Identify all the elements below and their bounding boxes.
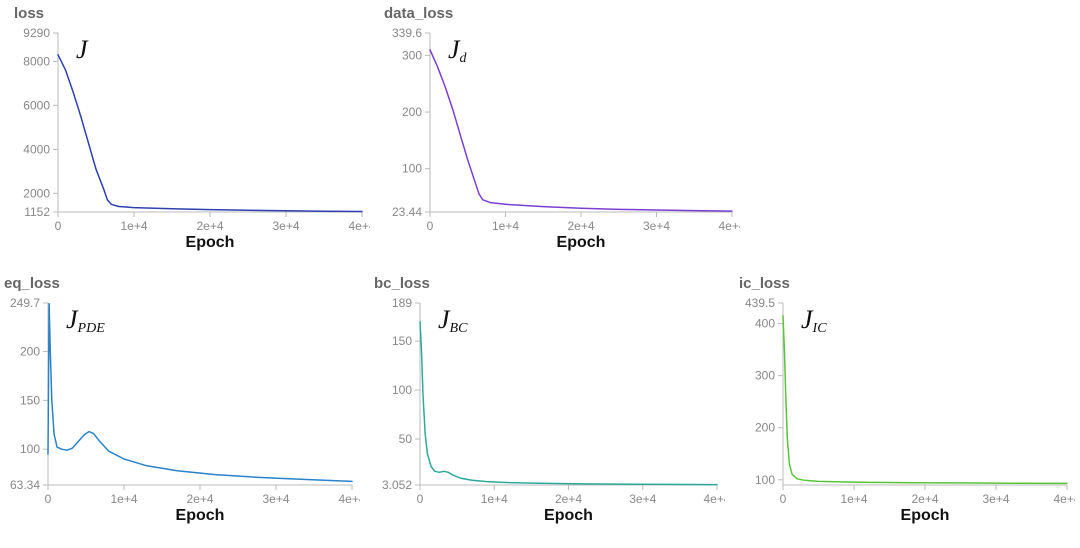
y-tick-label: 100 xyxy=(392,383,412,397)
y-tick-label: 150 xyxy=(392,334,412,348)
x-axis-label: Epoch xyxy=(58,234,362,252)
chart-svg: 100 200 300 400 439.5 0 1e+4 2e+4 3e+4 4e+4 xyxy=(735,275,1075,535)
chart-title: eq_loss xyxy=(4,275,60,292)
data-line xyxy=(58,55,362,212)
x-axis-label: Epoch xyxy=(420,507,717,525)
x-tick-label: 2e+4 xyxy=(567,219,594,233)
x-tick-label: 4e+4 xyxy=(703,492,725,506)
x-tick-label: 3e+4 xyxy=(643,219,670,233)
chart-svg: 3.052 50 100 150 189 0 1e+4 2e+4 3e+4 4e+4 xyxy=(370,275,725,535)
y-tick-label: 200 xyxy=(755,421,775,435)
chart-annotation: Jd xyxy=(448,35,467,67)
chart-annotation: JPDE xyxy=(66,305,105,337)
x-tick-label: 2e+4 xyxy=(196,219,223,233)
x-tick-label: 3e+4 xyxy=(272,219,299,233)
x-tick-label: 4e+4 xyxy=(718,219,740,233)
y-tick-label: 150 xyxy=(20,393,40,407)
chart-title: bc_loss xyxy=(374,275,430,292)
chart-ic_loss: ic_loss 100 200 300 400 439.5 0 1e+4 2e+4 3e+4 4e+… xyxy=(735,275,1075,535)
x-tick-label: 3e+4 xyxy=(629,492,656,506)
data-line xyxy=(420,322,717,485)
annotation-main: J xyxy=(66,305,78,334)
x-tick-label: 4e+4 xyxy=(1053,492,1075,506)
x-tick-label: 2e+4 xyxy=(186,492,213,506)
y-tick-label: 3.052 xyxy=(382,478,412,492)
y-tick-label: 4000 xyxy=(23,142,50,156)
annotation-sub: d xyxy=(460,51,467,66)
annotation-sub: IC xyxy=(813,321,827,336)
x-tick-label: 3e+4 xyxy=(262,492,289,506)
chart-eq_loss: eq_loss 63.34 100 150 200 249.7 0 1e+4 2e+4 3e+4 4… xyxy=(0,275,360,535)
x-tick-label: 1e+4 xyxy=(481,492,508,506)
y-tick-label: 8000 xyxy=(23,54,50,68)
y-tick-label: 200 xyxy=(20,345,40,359)
x-tick-label: 2e+4 xyxy=(911,492,938,506)
y-tick-label: 9290 xyxy=(23,26,50,40)
x-tick-label: 0 xyxy=(780,492,787,506)
x-tick-label: 2e+4 xyxy=(555,492,582,506)
y-tick-label: 100 xyxy=(755,473,775,487)
chart-data_loss: data_loss 23.44 100 200 300 339.6 0 1e+4 2e+4 3e+… xyxy=(380,5,740,260)
x-tick-label: 1e+4 xyxy=(110,492,137,506)
x-tick-label: 0 xyxy=(427,219,434,233)
chart-title: ic_loss xyxy=(739,275,790,292)
chart-title: loss xyxy=(14,5,44,22)
y-tick-label: 100 xyxy=(402,162,422,176)
annotation-main: J xyxy=(448,35,460,64)
x-tick-label: 4e+4 xyxy=(338,492,360,506)
chart-annotation: JBC xyxy=(438,305,467,337)
chart-svg: 23.44 100 200 300 339.6 0 1e+4 2e+4 3e+4 4e+4 xyxy=(380,5,740,260)
y-tick-label: 200 xyxy=(402,105,422,119)
chart-title: data_loss xyxy=(384,5,453,22)
data-line xyxy=(783,316,1067,484)
y-tick-label: 63.34 xyxy=(10,478,40,492)
y-tick-label: 300 xyxy=(755,369,775,383)
y-tick-label: 439.5 xyxy=(745,296,775,310)
x-axis-label: Epoch xyxy=(783,507,1067,525)
chart-annotation: J xyxy=(76,35,88,65)
y-tick-label: 50 xyxy=(399,432,413,446)
x-tick-label: 4e+4 xyxy=(348,219,370,233)
chart-loss: loss 1152 2000 4000 6000 8000 9290 0 1e+4 2e+4 3e+… xyxy=(10,5,370,260)
x-tick-label: 0 xyxy=(417,492,424,506)
x-axis-label: Epoch xyxy=(430,234,732,252)
x-tick-label: 0 xyxy=(55,219,62,233)
chart-svg: 1152 2000 4000 6000 8000 9290 0 1e+4 2e+4 3e+4 4e+… xyxy=(10,5,370,260)
x-tick-label: 1e+4 xyxy=(120,219,147,233)
annotation-main: J xyxy=(76,35,88,64)
annotation-main: J xyxy=(801,305,813,334)
y-tick-label: 100 xyxy=(20,442,40,456)
chart-bc_loss: bc_loss 3.052 50 100 150 189 0 1e+4 2e+4 3e+4 4e+4… xyxy=(370,275,725,535)
y-tick-label: 1152 xyxy=(24,205,50,219)
x-tick-label: 1e+4 xyxy=(840,492,867,506)
x-axis-label: Epoch xyxy=(48,507,352,525)
chart-svg: 63.34 100 150 200 249.7 0 1e+4 2e+4 3e+4 4e+4 xyxy=(0,275,360,535)
y-tick-label: 189 xyxy=(392,296,412,310)
y-tick-label: 6000 xyxy=(23,98,50,112)
y-tick-label: 300 xyxy=(402,48,422,62)
y-tick-label: 339.6 xyxy=(392,26,422,40)
x-tick-label: 0 xyxy=(45,492,52,506)
x-tick-label: 1e+4 xyxy=(492,219,519,233)
chart-annotation: JIC xyxy=(801,305,827,337)
y-tick-label: 23.44 xyxy=(392,205,422,219)
y-tick-label: 400 xyxy=(755,317,775,331)
data-line xyxy=(430,50,732,211)
y-tick-label: 249.7 xyxy=(10,296,40,310)
annotation-sub: BC xyxy=(450,321,468,336)
annotation-sub: PDE xyxy=(78,321,105,336)
x-tick-label: 3e+4 xyxy=(982,492,1009,506)
annotation-main: J xyxy=(438,305,450,334)
y-tick-label: 2000 xyxy=(23,186,50,200)
